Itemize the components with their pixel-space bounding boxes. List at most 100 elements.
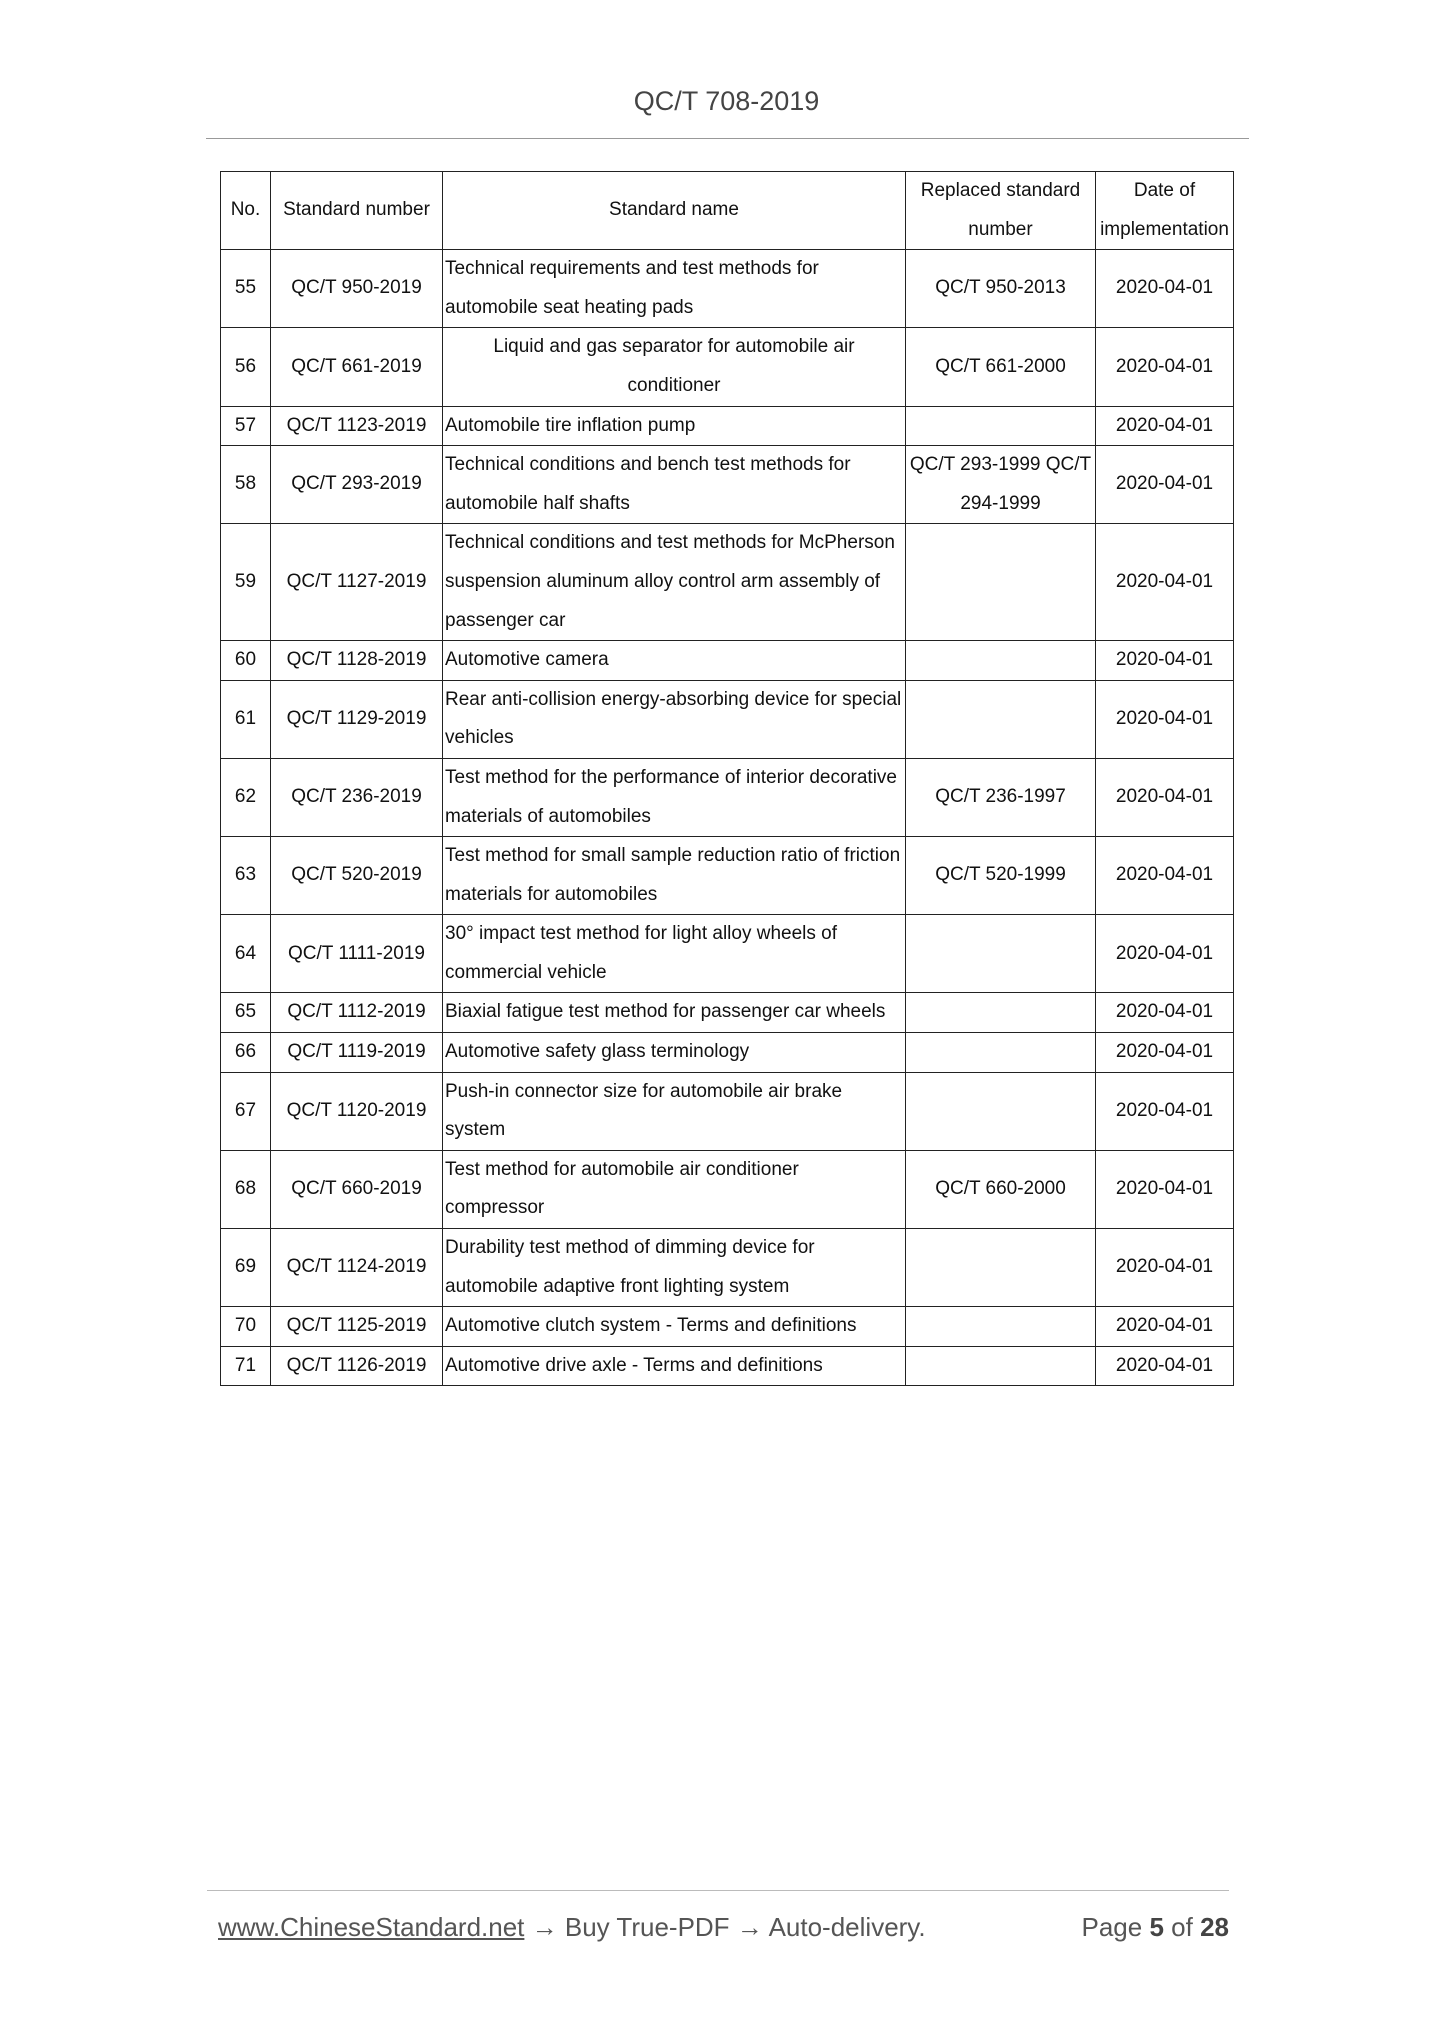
row-replaced: [905, 1306, 1096, 1347]
of-label: of: [1171, 1912, 1193, 1942]
row-no: 68: [220, 1149, 271, 1230]
header-divider: [206, 138, 1249, 139]
table-row: 71 QC/T 1126-2019 Automotive drive axle - …: [220, 1345, 1234, 1387]
table-row: 55 QC/T 950-2019 Technical requirements an…: [220, 249, 1234, 329]
row-standard-number: QC/T 1119-2019: [270, 1032, 443, 1073]
row-no: 66: [220, 1032, 271, 1073]
row-standard-number: QC/T 236-2019: [270, 757, 443, 838]
standards-table: No. Standard number Standard name Replac…: [220, 170, 1234, 1387]
row-replaced: [905, 405, 1096, 447]
total-pages: 28: [1200, 1912, 1229, 1942]
footer-divider: [207, 1890, 1229, 1891]
row-date: 2020-04-01: [1095, 1345, 1234, 1387]
table-row: 58 QC/T 293-2019 Technical conditions and …: [220, 445, 1234, 525]
row-standard-number: QC/T 1123-2019: [270, 405, 443, 447]
table-row: 64 QC/T 1111-2019 30° impact test method f…: [220, 914, 1234, 994]
row-replaced: [905, 992, 1096, 1034]
row-standard-name: Biaxial fatigue test method for passenge…: [442, 992, 906, 1034]
row-standard-name: Durability test method of dimming device…: [442, 1228, 906, 1308]
table-row: 65 QC/T 1112-2019 Biaxial fatigue test met…: [220, 992, 1234, 1034]
row-no: 71: [220, 1345, 271, 1387]
row-date: 2020-04-01: [1095, 757, 1234, 838]
row-standard-number: QC/T 293-2019: [270, 445, 443, 525]
row-replaced: [905, 914, 1096, 994]
row-date: 2020-04-01: [1095, 640, 1234, 681]
row-no: 65: [220, 992, 271, 1034]
row-standard-name: Test method for automobile air condition…: [442, 1149, 906, 1230]
row-standard-name: Test method for small sample reduction r…: [442, 836, 906, 916]
row-replaced: QC/T 293-1999 QC/T 294-1999: [905, 445, 1096, 525]
row-standard-name: Automotive clutch system - Terms and def…: [442, 1306, 906, 1347]
row-replaced: [905, 1032, 1096, 1073]
row-standard-number: QC/T 1111-2019: [270, 914, 443, 994]
column-header-standard-name: Standard name: [442, 170, 906, 251]
row-date: 2020-04-01: [1095, 249, 1234, 329]
table-row: 69 QC/T 1124-2019 Durability test method o…: [220, 1228, 1234, 1308]
column-header-date: Date of implementation: [1095, 170, 1234, 251]
row-date: 2020-04-01: [1095, 836, 1234, 916]
column-header-no: No.: [220, 170, 271, 251]
row-date: 2020-04-01: [1095, 1071, 1234, 1151]
row-standard-name: Push-in connector size for automobile ai…: [442, 1071, 906, 1151]
table-row: 63 QC/T 520-2019 Test method for small sam…: [220, 836, 1234, 916]
column-header-standard-number: Standard number: [270, 170, 443, 251]
row-no: 67: [220, 1071, 271, 1151]
row-date: 2020-04-01: [1095, 523, 1234, 642]
column-header-replaced: Replaced standard number: [905, 170, 1096, 251]
row-standard-name: Liquid and gas separator for automobile …: [442, 327, 906, 407]
row-standard-number: QC/T 950-2019: [270, 249, 443, 329]
row-replaced: [905, 523, 1096, 642]
row-date: 2020-04-01: [1095, 327, 1234, 407]
footer-text: → Buy True-PDF → Auto-delivery.: [524, 1912, 926, 1942]
row-no: 57: [220, 405, 271, 447]
row-standard-name: Technical conditions and bench test meth…: [442, 445, 906, 525]
row-standard-number: QC/T 520-2019: [270, 836, 443, 916]
row-standard-number: QC/T 1129-2019: [270, 679, 443, 759]
row-no: 61: [220, 679, 271, 759]
row-replaced: QC/T 520-1999: [905, 836, 1096, 916]
row-standard-name: Test method for the performance of inter…: [442, 757, 906, 838]
row-no: 63: [220, 836, 271, 916]
row-date: 2020-04-01: [1095, 992, 1234, 1034]
row-date: 2020-04-01: [1095, 445, 1234, 525]
footer-promo: www.ChineseStandard.net → Buy True-PDF →…: [218, 1912, 926, 1943]
row-no: 60: [220, 640, 271, 681]
row-standard-name: Automotive camera: [442, 640, 906, 681]
row-standard-number: QC/T 1127-2019: [270, 523, 443, 642]
row-no: 62: [220, 757, 271, 838]
row-no: 69: [220, 1228, 271, 1308]
row-date: 2020-04-01: [1095, 679, 1234, 759]
row-no: 70: [220, 1306, 271, 1347]
row-date: 2020-04-01: [1095, 914, 1234, 994]
table-row: 60 QC/T 1128-2019 Automotive camera 2020-04…: [220, 640, 1234, 681]
row-no: 55: [220, 249, 271, 329]
row-standard-number: QC/T 1124-2019: [270, 1228, 443, 1308]
row-standard-number: QC/T 660-2019: [270, 1149, 443, 1230]
table-row: 61 QC/T 1129-2019 Rear anti-collision ener…: [220, 679, 1234, 759]
row-standard-name: Technical conditions and test methods fo…: [442, 523, 906, 642]
row-standard-number: QC/T 1120-2019: [270, 1071, 443, 1151]
row-no: 64: [220, 914, 271, 994]
row-no: 56: [220, 327, 271, 407]
row-standard-name: Automotive drive axle - Terms and defini…: [442, 1345, 906, 1387]
table-header-row: No. Standard number Standard name Replac…: [220, 170, 1234, 251]
row-replaced: [905, 640, 1096, 681]
page-number: 5: [1149, 1912, 1164, 1942]
row-replaced: QC/T 236-1997: [905, 757, 1096, 838]
row-standard-name: 30° impact test method for light alloy w…: [442, 914, 906, 994]
row-date: 2020-04-01: [1095, 1149, 1234, 1230]
row-replaced: [905, 1345, 1096, 1387]
table-row: 62 QC/T 236-2019 Test method for the perfo…: [220, 757, 1234, 838]
row-standard-name: Automotive safety glass terminology: [442, 1032, 906, 1073]
website-link[interactable]: www.ChineseStandard.net: [218, 1912, 525, 1942]
row-standard-number: QC/T 1125-2019: [270, 1306, 443, 1347]
row-replaced: QC/T 661-2000: [905, 327, 1096, 407]
row-replaced: [905, 679, 1096, 759]
row-standard-number: QC/T 1112-2019: [270, 992, 443, 1034]
row-date: 2020-04-01: [1095, 1032, 1234, 1073]
table-row: 70 QC/T 1125-2019 Automotive clutch system…: [220, 1306, 1234, 1347]
row-no: 59: [220, 523, 271, 642]
row-standard-name: Automobile tire inflation pump: [442, 405, 906, 447]
table-row: 56 QC/T 661-2019 Liquid and gas separator …: [220, 327, 1234, 407]
row-replaced: [905, 1071, 1096, 1151]
